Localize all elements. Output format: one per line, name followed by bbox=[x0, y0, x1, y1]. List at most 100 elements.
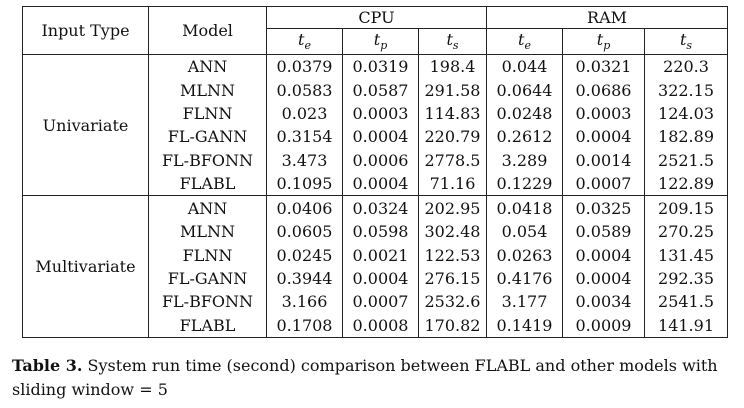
value-cell: 0.0598 bbox=[342, 219, 419, 244]
value-cell: 0.0004 bbox=[342, 266, 419, 291]
value-cell: 114.83 bbox=[418, 101, 487, 126]
model-cell: FLNN bbox=[148, 101, 267, 126]
value-cell: 0.0589 bbox=[562, 219, 645, 244]
value-cell: 198.4 bbox=[418, 54, 487, 79]
value-cell: 122.89 bbox=[644, 172, 729, 196]
value-cell: 0.0583 bbox=[266, 78, 343, 102]
table-row: MLNN 0.0605 0.0598 302.48 0.054 0.0589 270.25 bbox=[23, 219, 729, 244]
value-cell: 0.023 bbox=[266, 101, 343, 126]
value-cell: 141.91 bbox=[644, 313, 729, 338]
value-cell: 3.289 bbox=[486, 148, 563, 173]
value-cell: 2532.6 bbox=[418, 290, 487, 314]
value-cell: 0.0009 bbox=[562, 313, 645, 338]
table-row: Multivariate ANN 0.0406 0.0324 202.95 0.0418 0… bbox=[22, 195, 729, 338]
value-cell: 0.4176 bbox=[486, 266, 563, 291]
subheader-cpu-ts: ts bbox=[418, 28, 487, 55]
table-row: FLABL 0.1095 0.0004 71.16 0.1229 0.0007 122.89 bbox=[23, 172, 729, 196]
subheader-cpu-tp: tp bbox=[342, 28, 419, 55]
table-row: FL-GANN 0.3154 0.0004 220.79 0.2612 0.0004 182… bbox=[23, 125, 729, 149]
value-cell: 0.0003 bbox=[342, 101, 419, 126]
value-cell: 0.0379 bbox=[266, 54, 343, 79]
value-cell: 291.58 bbox=[418, 78, 487, 102]
table-header: Input Type Model CPU RAM te tp ts te tp ts bbox=[22, 6, 729, 55]
value-cell: 0.1708 bbox=[266, 313, 343, 338]
value-cell: 71.16 bbox=[418, 172, 487, 196]
runtime-comparison-table: Input Type Model CPU RAM te tp ts te tp ts Un… bbox=[22, 6, 729, 338]
table-row: FLNN 0.023 0.0003 114.83 0.0248 0.0003 124.03 bbox=[23, 101, 729, 126]
value-cell: 209.15 bbox=[644, 195, 729, 220]
value-cell: 0.0605 bbox=[266, 219, 343, 244]
value-cell: 2541.5 bbox=[644, 290, 729, 314]
input-type-cell: Multivariate bbox=[22, 195, 149, 338]
caption-text: System run time (second) comparison betw… bbox=[12, 356, 718, 399]
value-cell: 0.0686 bbox=[562, 78, 645, 102]
model-cell: MLNN bbox=[148, 78, 267, 102]
model-cell: ANN bbox=[148, 195, 267, 220]
cpu-header: CPU bbox=[266, 6, 487, 29]
value-cell: 0.0014 bbox=[562, 148, 645, 173]
value-cell: 0.0004 bbox=[342, 172, 419, 196]
model-cell: FLNN bbox=[148, 243, 267, 267]
table-row: FL-BFONN 3.473 0.0006 2778.5 3.289 0.0014 2521… bbox=[23, 148, 729, 173]
value-cell: 0.0021 bbox=[342, 243, 419, 267]
value-cell: 302.48 bbox=[418, 219, 487, 244]
value-cell: 0.0325 bbox=[562, 195, 645, 220]
model-cell: FLABL bbox=[148, 313, 267, 338]
value-cell: 0.3944 bbox=[266, 266, 343, 291]
value-cell: 270.25 bbox=[644, 219, 729, 244]
value-cell: 220.3 bbox=[644, 54, 729, 79]
value-cell: 0.054 bbox=[486, 219, 563, 244]
value-cell: 0.0644 bbox=[486, 78, 563, 102]
value-cell: 0.0006 bbox=[342, 148, 419, 173]
value-cell: 0.0007 bbox=[562, 172, 645, 196]
table-row: Univariate ANN 0.0379 0.0319 198.4 0.044 0.032… bbox=[22, 53, 729, 196]
value-cell: 0.0587 bbox=[342, 78, 419, 102]
table-row: FLNN 0.0245 0.0021 122.53 0.0263 0.0004 131.45 bbox=[23, 243, 729, 267]
model-cell: FL-BFONN bbox=[148, 290, 267, 314]
model-cell: ANN bbox=[148, 54, 267, 79]
ram-header: RAM bbox=[486, 6, 729, 29]
value-cell: 0.0004 bbox=[562, 266, 645, 291]
value-cell: 0.3154 bbox=[266, 125, 343, 149]
value-cell: 0.0319 bbox=[342, 54, 419, 79]
table-row: FL-GANN 0.3944 0.0004 276.15 0.4176 0.0004 292… bbox=[23, 266, 729, 291]
model-header: Model bbox=[148, 6, 267, 55]
value-cell: 0.0263 bbox=[486, 243, 563, 267]
value-cell: 220.79 bbox=[418, 125, 487, 149]
value-cell: 0.2612 bbox=[486, 125, 563, 149]
value-cell: 2521.5 bbox=[644, 148, 729, 173]
value-cell: 0.0245 bbox=[266, 243, 343, 267]
value-cell: 0.0004 bbox=[562, 125, 645, 149]
table-body: Univariate ANN 0.0379 0.0319 198.4 0.044 0.032… bbox=[22, 53, 729, 338]
value-cell: 202.95 bbox=[418, 195, 487, 220]
model-cell: FL-BFONN bbox=[148, 148, 267, 173]
model-cell: FLABL bbox=[148, 172, 267, 196]
caption-label: Table 3. bbox=[12, 356, 83, 375]
table-row: FLABL 0.1708 0.0008 170.82 0.1419 0.0009 141.9… bbox=[23, 313, 729, 338]
table-row: FL-BFONN 3.166 0.0007 2532.6 3.177 0.0034 2541… bbox=[23, 290, 729, 314]
value-cell: 3.473 bbox=[266, 148, 343, 173]
input-type-cell: Univariate bbox=[22, 53, 149, 196]
input-type-header: Input Type bbox=[22, 6, 149, 55]
value-cell: 0.0004 bbox=[342, 125, 419, 149]
value-cell: 0.0004 bbox=[562, 243, 645, 267]
value-cell: 0.0418 bbox=[486, 195, 563, 220]
value-cell: 0.0003 bbox=[562, 101, 645, 126]
value-cell: 0.0324 bbox=[342, 195, 419, 220]
value-cell: 276.15 bbox=[418, 266, 487, 291]
value-cell: 322.15 bbox=[644, 78, 729, 102]
subheader-ram-te: te bbox=[486, 28, 563, 55]
subheader-ram-tp: tp bbox=[562, 28, 645, 55]
value-cell: 3.177 bbox=[486, 290, 563, 314]
table-row: MLNN 0.0583 0.0587 291.58 0.0644 0.0686 322.15 bbox=[23, 78, 729, 102]
subheader-cpu-te: te bbox=[266, 28, 343, 55]
value-cell: 0.044 bbox=[486, 54, 563, 79]
model-cell: FL-GANN bbox=[148, 125, 267, 149]
value-cell: 122.53 bbox=[418, 243, 487, 267]
value-cell: 292.35 bbox=[644, 266, 729, 291]
value-cell: 124.03 bbox=[644, 101, 729, 126]
table-caption: Table 3. System run time (second) compar… bbox=[12, 354, 736, 402]
value-cell: 182.89 bbox=[644, 125, 729, 149]
value-cell: 131.45 bbox=[644, 243, 729, 267]
value-cell: 170.82 bbox=[418, 313, 487, 338]
